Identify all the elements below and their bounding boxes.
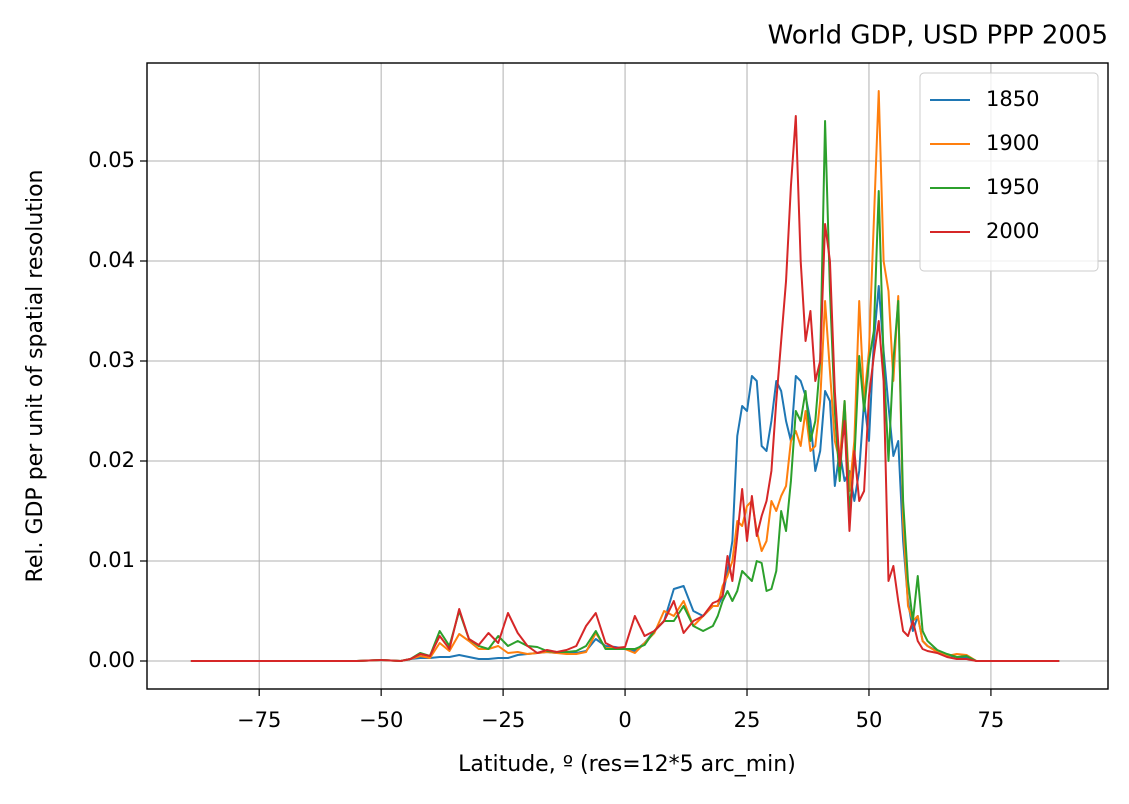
x-tick-label: −50 [359,708,403,732]
legend-frame [919,72,1099,272]
plot-frame [146,62,1109,690]
x-tick-label: 25 [734,708,761,732]
series-line [190,90,1060,662]
series-line [190,115,1060,662]
x-axis-label: Latitude, º (res=12*5 arc_min) [458,752,796,777]
legend-label: 1950 [986,175,1039,199]
x-tick-label: 50 [856,708,883,732]
legend-label: 1850 [986,87,1039,111]
y-tick-label: 0.05 [88,148,135,172]
legend-label: 2000 [986,219,1039,243]
y-tick-label: 0.03 [88,348,135,372]
x-tick-label: 75 [978,708,1005,732]
y-axis-label: Rel. GDP per unit of spatial resolution [23,170,48,583]
y-tick-label: 0.04 [88,248,135,272]
y-tick-label: 0.00 [88,648,135,672]
x-tick-label: −25 [481,708,525,732]
series-line [190,285,1060,662]
series-line [190,120,1060,662]
x-tick-label: −75 [237,708,281,732]
chart-title: World GDP, USD PPP 2005 [768,21,1108,51]
legend-label: 1900 [986,131,1039,155]
y-tick-label: 0.01 [88,548,135,572]
legend: 1850 1900 1950 2000 [919,72,1099,272]
y-tick-label: 0.02 [88,448,135,472]
x-tick-label: 0 [618,708,631,732]
